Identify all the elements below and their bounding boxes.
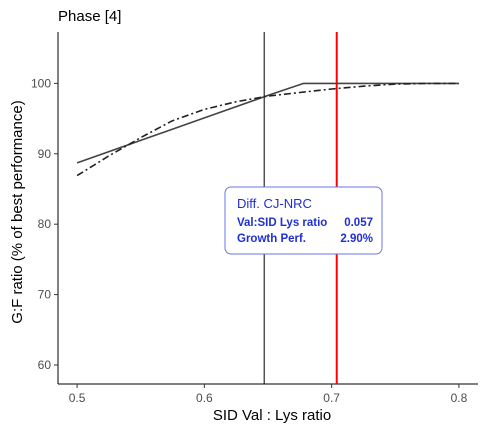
series-line-solid: [76, 82, 459, 164]
x-tick-label: 0.7: [323, 391, 340, 405]
chart-title: Phase [4]: [58, 8, 121, 25]
series-line-dashdot: [76, 82, 459, 177]
annotation-value-ratio: 0.057: [344, 217, 373, 229]
x-axis-ticks: 0.5 0.6 0.7 0.8: [69, 384, 468, 405]
annotation-label-growth: Growth Perf.: [237, 233, 306, 245]
y-tick-label: 80: [38, 217, 52, 231]
annotation-frame: [224, 186, 383, 255]
annotation-title: Diff. CJ-NRC: [237, 196, 312, 211]
y-axis-ticks: 60 70 80 90 100: [31, 76, 58, 372]
x-tick-label: 0.8: [451, 391, 468, 405]
y-axis-title: G:F ratio (% of best performance): [9, 100, 26, 323]
series-lines: [76, 82, 459, 177]
plot-area: 60 70 80 90 100 0.5 0.6 0.7 0.8: [31, 32, 478, 405]
annotation-label-ratio: Val:SID Lys ratio: [237, 217, 327, 229]
x-tick-label: 0.6: [196, 391, 213, 405]
y-tick-label: 70: [38, 288, 52, 302]
annotation-box: Diff. CJ-NRC Val:SID Lys ratio 0.057 Gro…: [224, 186, 383, 255]
y-tick-label: 90: [38, 147, 52, 161]
x-tick-label: 0.5: [69, 391, 86, 405]
y-tick-label: 100: [31, 76, 51, 90]
x-axis-title: SID Val : Lys ratio: [213, 407, 331, 424]
y-tick-label: 60: [38, 358, 52, 372]
annotation-value-growth: 2.90%: [340, 233, 373, 245]
